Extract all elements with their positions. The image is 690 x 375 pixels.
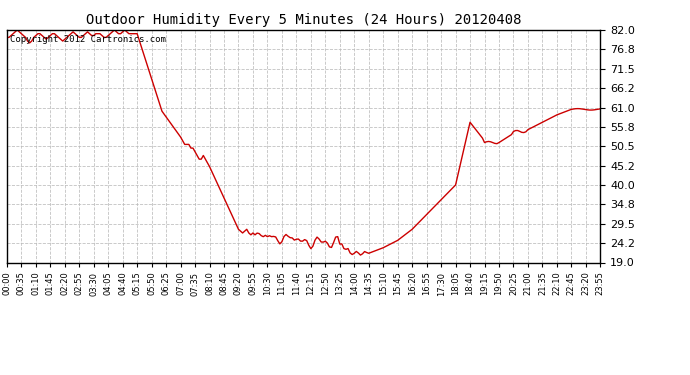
Text: Copyright 2012 Cartronics.com: Copyright 2012 Cartronics.com <box>10 34 166 44</box>
Title: Outdoor Humidity Every 5 Minutes (24 Hours) 20120408: Outdoor Humidity Every 5 Minutes (24 Hou… <box>86 13 522 27</box>
